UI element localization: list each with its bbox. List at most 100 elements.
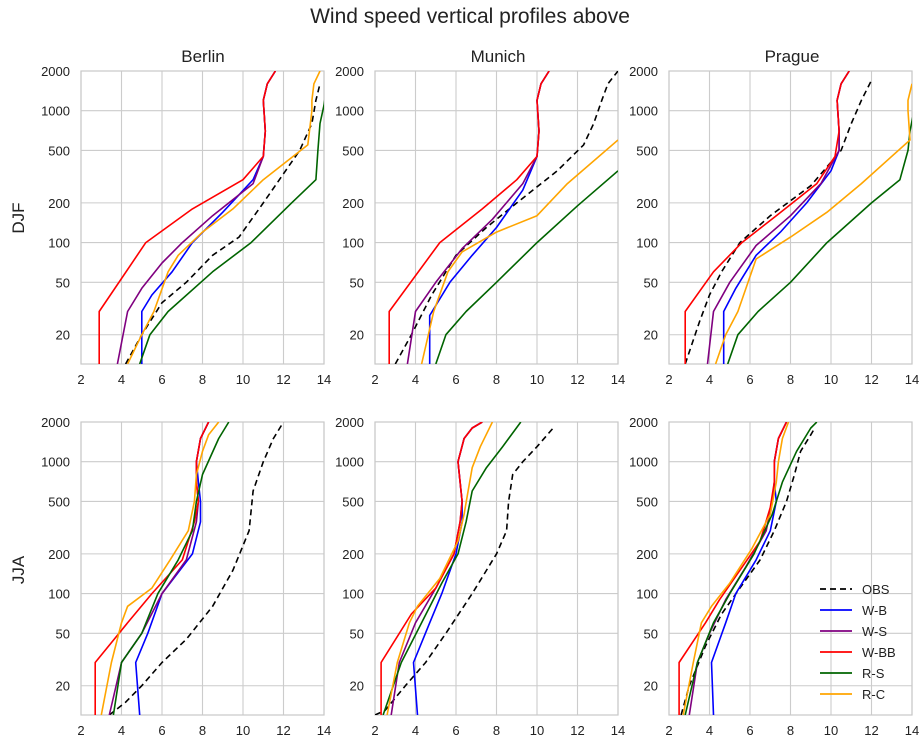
x-tick-label: 14 <box>317 372 331 387</box>
y-tick-label: 100 <box>342 236 364 251</box>
y-tick-label: 50 <box>56 626 70 641</box>
x-tick-label: 12 <box>570 723 584 738</box>
y-tick-label: 200 <box>636 196 658 211</box>
figure-title: Wind speed vertical profiles above <box>310 5 630 28</box>
y-tick-label: 500 <box>48 494 70 509</box>
y-tick-label: 500 <box>342 494 364 509</box>
series-line-r-s <box>138 99 324 364</box>
x-tick-label: 12 <box>864 372 878 387</box>
plot-frame <box>374 421 619 716</box>
series-group <box>98 71 324 364</box>
legend-item-w-b: W-B <box>820 603 887 618</box>
panel-djf-berlin: 2 4 6 8 10 12 14 20 50 100 200 500 1000 2000 <box>41 64 331 387</box>
x-tick-label: 12 <box>276 723 290 738</box>
legend-label: W-S <box>862 624 887 639</box>
series-line-r-s <box>112 422 230 715</box>
panel-jja-prague: 2 4 6 8 10 12 14 20 50 100 200 500 1000 2000 <box>629 415 919 738</box>
y-tick-label: 20 <box>644 679 658 694</box>
series-group <box>388 71 618 364</box>
legend-item-w-s: W-S <box>820 624 887 639</box>
series-line-r-c <box>386 422 494 715</box>
y-tick-label: 20 <box>644 328 658 343</box>
series-line-r-c <box>714 83 912 364</box>
x-tick-label: 6 <box>158 372 165 387</box>
x-tick-label: 14 <box>905 372 919 387</box>
legend-label: OBS <box>862 582 890 597</box>
series-line-obs <box>680 427 816 715</box>
y-tick-label: 20 <box>56 679 70 694</box>
x-tick-label: 10 <box>824 372 838 387</box>
series-line-obs <box>375 427 554 715</box>
series-line-r-s <box>382 422 522 715</box>
legend-label: W-BB <box>862 645 896 660</box>
y-tick-label: 20 <box>56 328 70 343</box>
x-tick-label: 4 <box>412 723 419 738</box>
y-tick-label: 2000 <box>629 415 658 430</box>
series-group <box>684 71 912 364</box>
x-tick-label: 10 <box>530 372 544 387</box>
y-tick-label: 500 <box>342 143 364 158</box>
x-tick-label: 2 <box>77 723 84 738</box>
column-title-berlin: Berlin <box>181 47 224 66</box>
column-title-prague: Prague <box>765 47 820 66</box>
panel-djf-munich: 2 4 6 8 10 12 14 20 50 100 200 500 1000 2000 <box>335 64 625 387</box>
x-tick-label: 8 <box>493 723 500 738</box>
y-tick-label: 2000 <box>629 64 658 79</box>
series-group <box>678 422 818 715</box>
y-tick-label: 200 <box>48 196 70 211</box>
plot-frame <box>668 421 913 716</box>
y-tick-label: 1000 <box>629 104 658 119</box>
x-tick-label: 10 <box>236 723 250 738</box>
x-tick-label: 2 <box>371 372 378 387</box>
legend-item-obs: OBS <box>820 582 890 597</box>
column-title-munich: Munich <box>471 47 526 66</box>
x-tick-label: 6 <box>452 372 459 387</box>
x-tick-label: 6 <box>158 723 165 738</box>
y-tick-label: 2000 <box>41 415 70 430</box>
legend: OBS W-B W-S W-BB R-S R-C <box>820 582 896 702</box>
y-tick-label: 200 <box>342 196 364 211</box>
y-tick-label: 50 <box>350 626 364 641</box>
x-tick-label: 8 <box>787 723 794 738</box>
y-tick-label: 500 <box>636 494 658 509</box>
x-tick-label: 6 <box>746 372 753 387</box>
y-tick-label: 20 <box>350 328 364 343</box>
x-tick-label: 8 <box>199 372 206 387</box>
legend-item-r-c: R-C <box>820 687 885 702</box>
y-tick-label: 1000 <box>41 455 70 470</box>
series-line-obs <box>108 422 285 715</box>
x-tick-label: 4 <box>412 372 419 387</box>
x-tick-label: 14 <box>611 723 625 738</box>
series-line-obs <box>394 71 618 364</box>
y-tick-label: 200 <box>342 547 364 562</box>
series-line-w-bb <box>380 422 483 715</box>
y-tick-label: 1000 <box>335 104 364 119</box>
x-tick-label: 10 <box>236 372 250 387</box>
series-line-obs <box>684 79 873 364</box>
series-line-obs <box>124 83 321 364</box>
panel-jja-munich: 2 4 6 8 10 12 14 20 50 100 200 500 1000 2000 <box>335 415 625 738</box>
x-tick-label: 4 <box>118 723 125 738</box>
x-tick-label: 14 <box>611 372 625 387</box>
y-tick-label: 50 <box>56 275 70 290</box>
x-tick-label: 14 <box>905 723 919 738</box>
series-line-w-bb <box>684 71 850 364</box>
y-tick-label: 50 <box>644 275 658 290</box>
panel-djf-prague: 2 4 6 8 10 12 14 20 50 100 200 500 1000 2000 <box>629 64 919 387</box>
y-tick-label: 200 <box>636 547 658 562</box>
y-tick-label: 50 <box>350 275 364 290</box>
y-tick-label: 500 <box>48 143 70 158</box>
row-label-jja: JJA <box>9 555 28 584</box>
legend-label: R-C <box>862 687 885 702</box>
x-tick-label: 4 <box>706 723 713 738</box>
y-tick-label: 50 <box>644 626 658 641</box>
legend-label: R-S <box>862 666 885 681</box>
x-tick-label: 14 <box>317 723 331 738</box>
x-tick-label: 8 <box>493 372 500 387</box>
series-line-r-s <box>435 170 618 364</box>
y-tick-label: 200 <box>48 547 70 562</box>
plot-frame <box>668 70 913 365</box>
x-tick-label: 10 <box>824 723 838 738</box>
y-tick-label: 500 <box>636 143 658 158</box>
row-label-djf: DJF <box>9 202 28 233</box>
